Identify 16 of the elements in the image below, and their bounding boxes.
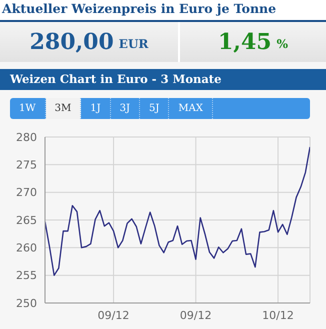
line-series — [45, 146, 310, 276]
text: 280,00 EUR — [30, 29, 148, 55]
x-tick-label: 09/12 — [180, 308, 212, 322]
y-tick-label: 275 — [16, 158, 37, 172]
y-tick-label: 255 — [16, 269, 37, 282]
x-tick-label: 10/12 — [262, 308, 294, 322]
text: 1,45 % — [218, 29, 288, 55]
chart-subtitle: Weizen Chart in Euro - 3 Monate — [0, 69, 326, 90]
period-selector: 1W 3M 1J 3J 5J MAX — [10, 98, 310, 119]
chart-title: Aktueller Weizenpreis in Euro je Tonne — [0, 0, 278, 17]
y-tick-label: 250 — [16, 296, 37, 310]
y-tick-label: 280 — [16, 130, 37, 144]
y-tick-label: 265 — [16, 214, 37, 227]
x-tick-label: 09/12 — [98, 308, 130, 322]
y-tick-label: 260 — [16, 242, 37, 255]
y-tick-label: 270 — [16, 186, 37, 200]
